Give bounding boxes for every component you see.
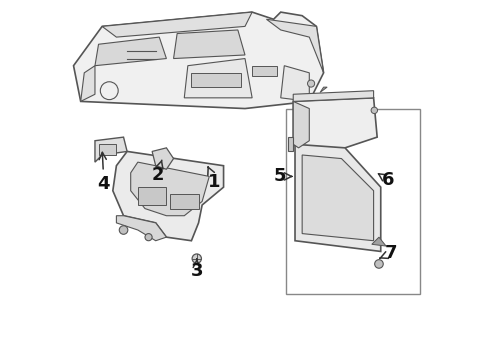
Polygon shape — [81, 66, 95, 102]
Polygon shape — [295, 144, 381, 251]
Polygon shape — [293, 102, 309, 148]
Circle shape — [145, 234, 152, 241]
Circle shape — [119, 226, 128, 234]
Text: 6: 6 — [378, 171, 394, 189]
Text: 5: 5 — [273, 167, 292, 185]
Circle shape — [308, 80, 315, 87]
Polygon shape — [117, 216, 167, 241]
Bar — [286, 109, 420, 294]
Bar — [138, 187, 167, 205]
Polygon shape — [152, 148, 173, 169]
Polygon shape — [184, 59, 252, 98]
Circle shape — [192, 254, 201, 263]
Text: 4: 4 — [98, 152, 110, 193]
Polygon shape — [372, 237, 386, 246]
Polygon shape — [302, 155, 373, 241]
Polygon shape — [131, 162, 209, 216]
Polygon shape — [293, 91, 373, 102]
Polygon shape — [74, 12, 323, 109]
Polygon shape — [288, 137, 293, 152]
Bar — [192, 73, 242, 87]
Polygon shape — [95, 37, 167, 66]
Polygon shape — [281, 66, 309, 102]
Polygon shape — [267, 19, 323, 73]
Circle shape — [375, 260, 383, 268]
Text: 7: 7 — [380, 244, 398, 262]
Polygon shape — [320, 87, 327, 93]
Polygon shape — [102, 12, 252, 37]
Bar — [98, 144, 117, 155]
Circle shape — [371, 107, 377, 113]
Text: 3: 3 — [191, 259, 203, 280]
Polygon shape — [113, 152, 223, 241]
Polygon shape — [173, 30, 245, 59]
Text: 1: 1 — [208, 167, 221, 191]
Polygon shape — [95, 137, 127, 162]
Text: 2: 2 — [151, 160, 164, 184]
Bar — [170, 194, 198, 208]
Polygon shape — [293, 98, 377, 148]
Bar — [252, 66, 277, 76]
